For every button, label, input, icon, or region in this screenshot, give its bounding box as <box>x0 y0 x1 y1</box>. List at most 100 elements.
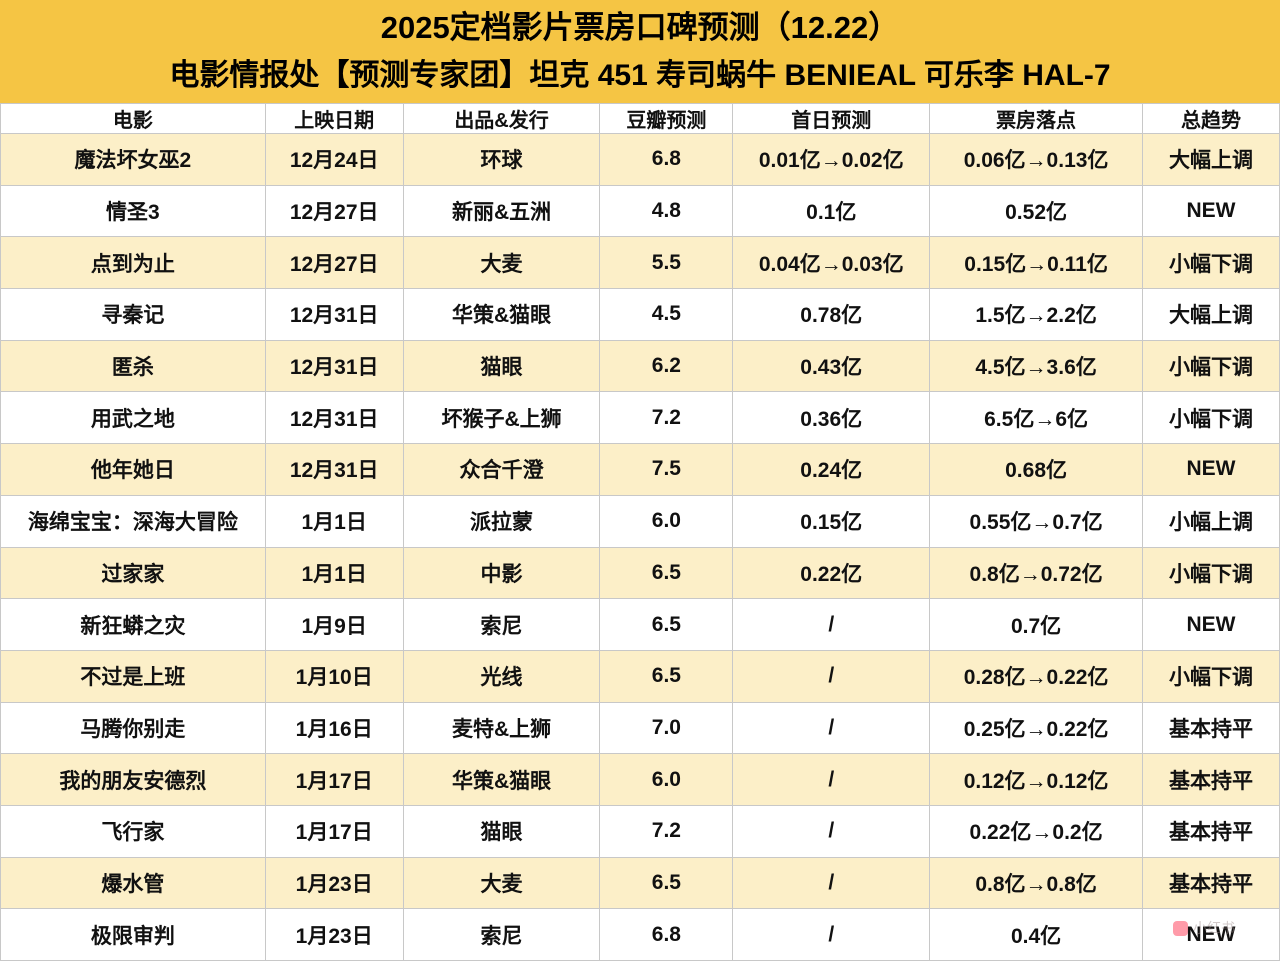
cell-trend: 小幅下调 <box>1141 236 1280 290</box>
cell-first-day-forecast: / <box>732 908 931 961</box>
cell-douban-forecast: 7.2 <box>599 804 734 858</box>
col-header-box-office-landing: 票房落点 <box>929 103 1143 134</box>
cell-douban-forecast: 7.0 <box>599 701 734 755</box>
cell-studio: 大麦 <box>402 856 601 910</box>
cell-studio: 光线 <box>402 649 601 703</box>
table-row: 匿杀 12月31日 猫眼 6.2 0.43亿 4.5亿→3.6亿 小幅下调 <box>0 339 1280 393</box>
page-title: 2025定档影片票房口碑预测（12.22） <box>380 9 900 45</box>
cell-first-day-forecast: / <box>732 701 931 755</box>
cell-studio: 中影 <box>402 546 601 600</box>
watermark: 小红书 <box>1173 918 1235 938</box>
cell-studio: 华策&猫眼 <box>402 753 601 806</box>
cell-first-day-forecast: / <box>732 598 931 651</box>
cell-release-date: 12月31日 <box>264 288 404 341</box>
cell-movie: 新狂蟒之灾 <box>0 598 266 651</box>
table-row: 新狂蟒之灾 1月9日 索尼 6.5/0.7亿 NEW <box>0 598 1280 651</box>
cell-box-office-landing: 0.52亿 <box>929 184 1143 238</box>
col-header-first-day-forecast: 首日预测 <box>732 103 931 134</box>
cell-box-office-landing: 0.55亿→0.7亿 <box>929 494 1143 548</box>
cell-douban-forecast: 6.5 <box>599 856 734 910</box>
col-header-douban-forecast: 豆瓣预测 <box>599 103 734 134</box>
cell-release-date: 12月31日 <box>264 339 404 393</box>
table-header-row: 电影 上映日期 出品&发行 豆瓣预测 首日预测 票房落点 总趋势 <box>0 103 1280 134</box>
table-row: 飞行家 1月17日 猫眼 7.2/0.22亿→0.2亿 基本持平 <box>0 804 1280 858</box>
cell-release-date: 12月31日 <box>264 391 404 445</box>
page-subtitle: 电影情报处【预测专家团】坦克 451 寿司蜗牛 BENIEAL 可乐李 HAL-… <box>169 58 1111 92</box>
table-row: 用武之地 12月31日 坏猴子&上狮 7.2 0.36亿 6.5亿→6亿 小幅下调 <box>0 391 1280 445</box>
table-row: 海绵宝宝：深海大冒险 1月1日 派拉蒙 6.0 0.15亿 0.55亿→0.7亿 小幅上调 <box>0 494 1280 548</box>
cell-first-day-forecast: / <box>732 856 931 910</box>
cell-release-date: 12月27日 <box>264 236 404 290</box>
cell-douban-forecast: 4.5 <box>599 288 734 341</box>
watermark-label: 小红书 <box>1193 920 1235 936</box>
cell-box-office-landing: 0.12亿→0.12亿 <box>929 753 1143 806</box>
cell-box-office-landing: 0.8亿→0.72亿 <box>929 546 1143 600</box>
col-header-studio: 出品&发行 <box>402 103 601 134</box>
cell-first-day-forecast: 0.43亿 <box>732 339 931 393</box>
cell-studio: 索尼 <box>402 908 601 961</box>
cell-box-office-landing: 0.15亿→0.11亿 <box>929 236 1143 290</box>
cell-studio: 众合千澄 <box>402 443 601 496</box>
xiaohongshu-logo-icon <box>1173 920 1188 936</box>
cell-first-day-forecast: 0.78亿 <box>732 288 931 341</box>
cell-first-day-forecast: / <box>732 753 931 806</box>
forecast-table: 电影 上映日期 出品&发行 豆瓣预测 首日预测 票房落点 总趋势 魔法坏女巫2 1… <box>0 103 1280 961</box>
cell-movie: 寻秦记 <box>0 288 266 341</box>
cell-trend: 小幅下调 <box>1141 546 1280 600</box>
cell-release-date: 1月9日 <box>264 598 404 651</box>
cell-movie: 飞行家 <box>0 804 266 858</box>
cell-movie: 不过是上班 <box>0 649 266 703</box>
cell-trend: 基本持平 <box>1141 701 1280 755</box>
cell-studio: 派拉蒙 <box>402 494 601 548</box>
cell-movie: 马腾你别走 <box>0 701 266 755</box>
cell-release-date: 12月31日 <box>264 443 404 496</box>
cell-studio: 索尼 <box>402 598 601 651</box>
cell-studio: 新丽&五洲 <box>402 184 601 238</box>
col-header-release-date: 上映日期 <box>264 103 404 134</box>
cell-douban-forecast: 6.5 <box>599 598 734 651</box>
cell-box-office-landing: 0.22亿→0.2亿 <box>929 804 1143 858</box>
cell-first-day-forecast: 0.1亿 <box>732 184 931 238</box>
cell-trend: 基本持平 <box>1141 804 1280 858</box>
cell-trend: 小幅上调 <box>1141 494 1280 548</box>
cell-first-day-forecast: 0.22亿 <box>732 546 931 600</box>
cell-release-date: 1月17日 <box>264 804 404 858</box>
cell-box-office-landing: 4.5亿→3.6亿 <box>929 339 1143 393</box>
cell-douban-forecast: 4.8 <box>599 184 734 238</box>
cell-first-day-forecast: 0.24亿 <box>732 443 931 496</box>
table-row: 情圣3 12月27日 新丽&五洲 4.8 0.1亿 0.52亿 NEW <box>0 184 1280 238</box>
cell-douban-forecast: 7.5 <box>599 443 734 496</box>
cell-douban-forecast: 6.5 <box>599 649 734 703</box>
cell-box-office-landing: 0.25亿→0.22亿 <box>929 701 1143 755</box>
cell-box-office-landing: 0.8亿→0.8亿 <box>929 856 1143 910</box>
table-row: 点到为止 12月27日 大麦 5.5 0.04亿→0.03亿 0.15亿→0.11亿 小幅下… <box>0 236 1280 290</box>
title-banner: 2025定档影片票房口碑预测（12.22） 电影情报处【预测专家团】坦克 451… <box>0 0 1280 103</box>
cell-movie: 极限审判 <box>0 908 266 961</box>
cell-first-day-forecast: / <box>732 804 931 858</box>
cell-movie: 爆水管 <box>0 856 266 910</box>
cell-movie: 用武之地 <box>0 391 266 445</box>
cell-douban-forecast: 6.2 <box>599 339 734 393</box>
table-body: 魔法坏女巫2 12月24日 环球 6.8 0.01亿→0.02亿 0.06亿→0.13亿大… <box>0 133 1280 961</box>
cell-box-office-landing: 0.28亿→0.22亿 <box>929 649 1143 703</box>
table-row: 不过是上班 1月10日 光线 6.5/0.28亿→0.22亿 小幅下调 <box>0 649 1280 703</box>
cell-box-office-landing: 0.68亿 <box>929 443 1143 496</box>
cell-box-office-landing: 1.5亿→2.2亿 <box>929 288 1143 341</box>
cell-first-day-forecast: / <box>732 649 931 703</box>
col-header-trend: 总趋势 <box>1141 103 1280 134</box>
cell-movie: 海绵宝宝：深海大冒险 <box>0 494 266 548</box>
cell-trend: 小幅下调 <box>1141 339 1280 393</box>
cell-first-day-forecast: 0.01亿→0.02亿 <box>732 133 931 186</box>
cell-release-date: 1月23日 <box>264 856 404 910</box>
cell-first-day-forecast: 0.15亿 <box>732 494 931 548</box>
cell-douban-forecast: 6.8 <box>599 908 734 961</box>
cell-studio: 麦特&上狮 <box>402 701 601 755</box>
cell-trend: NEW <box>1141 908 1280 961</box>
table-row: 魔法坏女巫2 12月24日 环球 6.8 0.01亿→0.02亿 0.06亿→0.13亿大… <box>0 133 1280 186</box>
cell-studio: 猫眼 <box>402 339 601 393</box>
cell-trend: 基本持平 <box>1141 856 1280 910</box>
cell-douban-forecast: 6.8 <box>599 133 734 186</box>
cell-studio: 大麦 <box>402 236 601 290</box>
cell-trend: 基本持平 <box>1141 753 1280 806</box>
